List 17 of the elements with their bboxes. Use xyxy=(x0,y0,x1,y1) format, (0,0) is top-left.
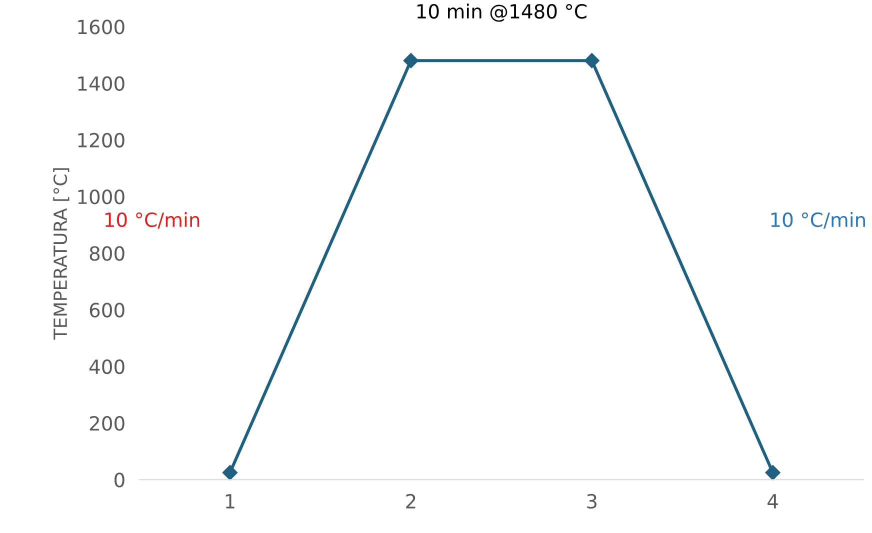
text: 10 min @1480 °C xyxy=(417,4,586,22)
y-tick-label: 800 xyxy=(90,246,124,261)
y-tick-label: 1400 xyxy=(78,76,124,91)
x-tick-label: 1 xyxy=(226,494,234,508)
y-axis-title: TEMPERATURA [°C] xyxy=(53,168,70,340)
x-tick-label: 2 xyxy=(406,494,416,508)
y-tick-label: 200 xyxy=(90,416,124,431)
y-tick-label: 1200 xyxy=(78,132,124,148)
y-tick-label: 1600 xyxy=(78,20,124,34)
x-tick-label: 3 xyxy=(587,494,596,509)
y-tick-label: 0 xyxy=(114,472,124,488)
y-tick-label: 400 xyxy=(89,359,124,374)
y-tick-label: 1000 xyxy=(78,190,124,204)
annotation: 10 °C/min xyxy=(771,212,865,229)
annotation: 10 °C/min xyxy=(105,212,200,229)
y-tick-label: 600 xyxy=(90,302,124,318)
x-tick-label: 4 xyxy=(768,494,778,508)
